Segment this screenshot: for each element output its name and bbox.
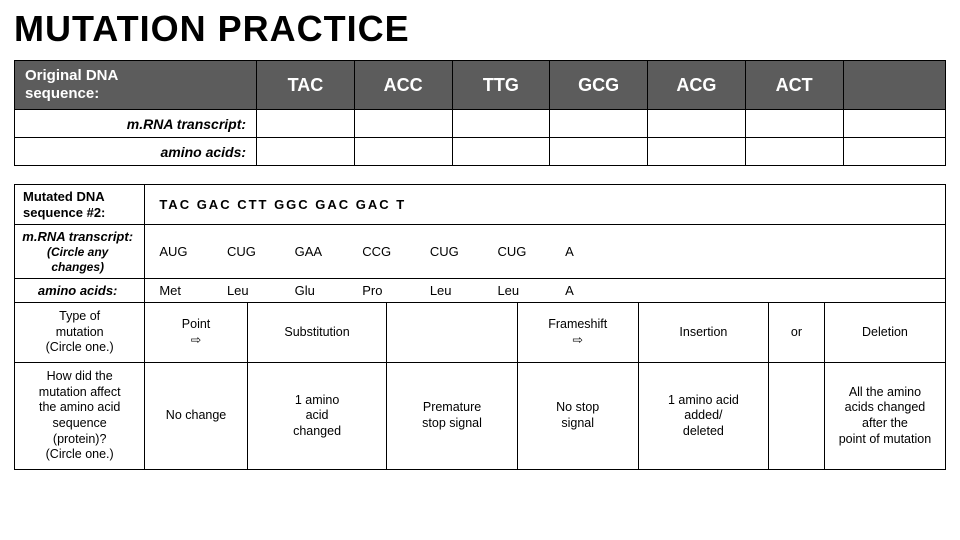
- codon-cell: ACG: [648, 61, 746, 110]
- page-title: MUTATION PRACTICE: [14, 8, 946, 50]
- mrna-label-text: m.RNA transcript:: [22, 229, 133, 244]
- deletion-option: Deletion: [824, 303, 945, 363]
- label-line1: Mutated DNA: [23, 189, 105, 204]
- empty-cell: [745, 138, 843, 166]
- one-aa-changed-option: 1 aminoacidchanged: [247, 363, 387, 470]
- aa-val: Leu: [497, 283, 561, 298]
- aa-val: Leu: [430, 283, 494, 298]
- table-row: How did themutation affectthe amino acid…: [15, 363, 946, 470]
- mrna-val: CUG: [497, 244, 561, 259]
- aa-val: Glu: [295, 283, 359, 298]
- codon-cell: ACT: [745, 61, 843, 110]
- mutated-dna-label: Mutated DNA sequence #2:: [15, 185, 145, 225]
- empty-cell: [550, 110, 648, 138]
- insertion-option: Insertion: [638, 303, 768, 363]
- label-line2: sequence #2:: [23, 205, 105, 220]
- original-dna-label: Original DNA sequence:: [15, 61, 257, 110]
- empty-cell: [648, 110, 746, 138]
- empty-cell: [843, 138, 945, 166]
- label-line2: sequence:: [25, 85, 99, 102]
- aa-val: A: [565, 283, 617, 298]
- empty-cell: [745, 110, 843, 138]
- mrna-values: AUG CUG GAA CCG CUG CUG A: [145, 225, 946, 279]
- table-row: Mutated DNA sequence #2: TAC GAC CTT GGC…: [15, 185, 946, 225]
- empty-cell: [452, 138, 550, 166]
- mrna-val: AUG: [159, 244, 223, 259]
- empty-cell: [648, 138, 746, 166]
- effect-label: How did themutation affectthe amino acid…: [15, 363, 145, 470]
- substitution-option: Substitution: [247, 303, 387, 363]
- mrna-val: CCG: [362, 244, 426, 259]
- empty-cell: [257, 138, 355, 166]
- codon-cell: GCG: [550, 61, 648, 110]
- premature-stop-option: Prematurestop signal: [387, 363, 517, 470]
- empty-cell: [387, 303, 517, 363]
- empty-cell: [257, 110, 355, 138]
- codon-cell-empty: [843, 61, 945, 110]
- mrna-note: (Circle any changes): [47, 245, 108, 274]
- no-change-option: No change: [145, 363, 247, 470]
- aa-val: Met: [159, 283, 223, 298]
- mrna-val: CUG: [430, 244, 494, 259]
- no-stop-option: No stopsignal: [517, 363, 638, 470]
- mutated-dna-table: Mutated DNA sequence #2: TAC GAC CTT GGC…: [14, 184, 946, 303]
- codon-cell: TAC: [257, 61, 355, 110]
- amino-acid-values: Met Leu Glu Pro Leu Leu A: [145, 279, 946, 303]
- amino-acids-label: amino acids:: [15, 138, 257, 166]
- empty-cell: [452, 110, 550, 138]
- mrna-transcript-label: m.RNA transcript: (Circle any changes): [15, 225, 145, 279]
- table-row: amino acids:: [15, 138, 946, 166]
- aa-val: Leu: [227, 283, 291, 298]
- table-row: m.RNA transcript:: [15, 110, 946, 138]
- frameshift-option: Frameshift⇨: [517, 303, 638, 363]
- mutation-classification-table: Type ofmutation(Circle one.) Point⇨ Subs…: [14, 302, 946, 470]
- codon-cell: TTG: [452, 61, 550, 110]
- empty-cell: [550, 138, 648, 166]
- table-row: m.RNA transcript: (Circle any changes) A…: [15, 225, 946, 279]
- table-row: amino acids: Met Leu Glu Pro Leu Leu A: [15, 279, 946, 303]
- point-option: Point⇨: [145, 303, 247, 363]
- codon-cell: ACC: [354, 61, 452, 110]
- mrna-val: CUG: [227, 244, 291, 259]
- mrna-val: A: [565, 244, 617, 259]
- mrna-label: m.RNA transcript:: [15, 110, 257, 138]
- empty-cell: [354, 110, 452, 138]
- type-of-mutation-label: Type ofmutation(Circle one.): [15, 303, 145, 363]
- empty-cell: [843, 110, 945, 138]
- aa-val: Pro: [362, 283, 426, 298]
- mrna-val: GAA: [295, 244, 359, 259]
- label-line1: Original DNA: [25, 67, 118, 84]
- table-row: Type ofmutation(Circle one.) Point⇨ Subs…: [15, 303, 946, 363]
- original-dna-table: Original DNA sequence: TAC ACC TTG GCG A…: [14, 60, 946, 166]
- or-label: or: [769, 303, 825, 363]
- empty-cell: [354, 138, 452, 166]
- all-aa-changed-option: All the aminoacids changedafter thepoint…: [824, 363, 945, 470]
- mutated-dna-sequence: TAC GAC CTT GGC GAC GAC T: [145, 185, 946, 225]
- table-row: Original DNA sequence: TAC ACC TTG GCG A…: [15, 61, 946, 110]
- empty-cell: [769, 363, 825, 470]
- one-aa-added-deleted-option: 1 amino acidadded/deleted: [638, 363, 768, 470]
- amino-acids-label: amino acids:: [15, 279, 145, 303]
